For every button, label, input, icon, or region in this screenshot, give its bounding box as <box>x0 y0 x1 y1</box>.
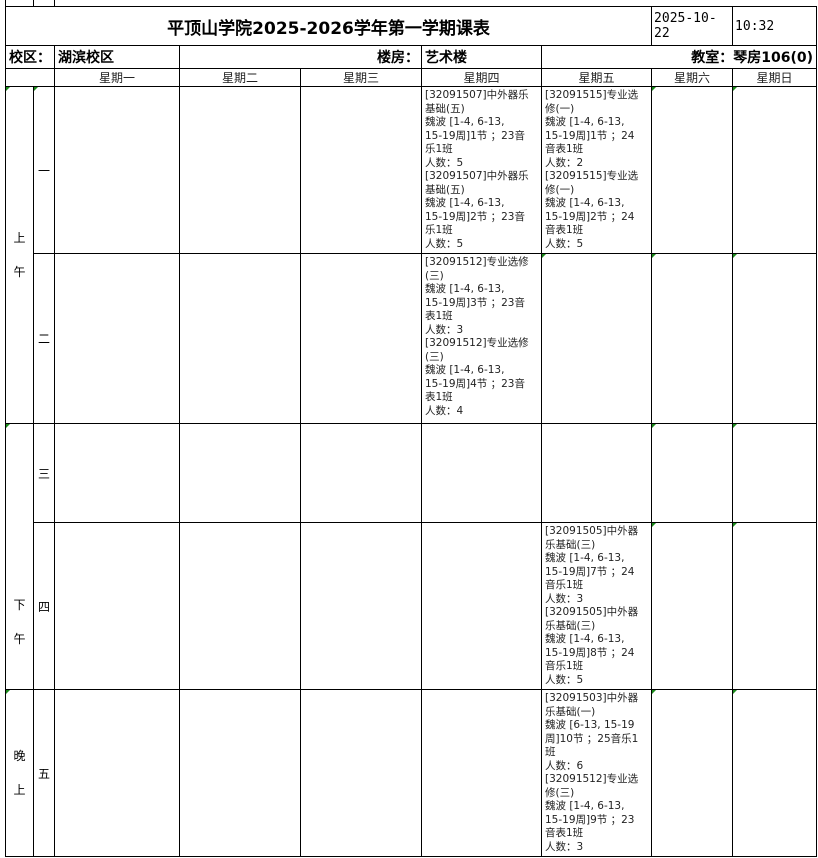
cell-p2-mon <box>54 253 180 424</box>
cell-p4-thu <box>421 522 542 690</box>
cell-p1-thu[interactable]: [32091507]中外器乐 基础(五) 魏波 [1-4, 6-13, 15-1… <box>421 86 542 254</box>
session-char: 下 <box>13 597 26 612</box>
cell-p1-fri[interactable]: [32091515]专业选 修(一) 魏波 [1-4, 6-13, 15-19周… <box>540 86 653 254</box>
day-header-sun: 星期日 <box>732 68 818 87</box>
cell-p2-fri <box>540 253 653 424</box>
period-5: 五 <box>33 689 55 857</box>
cell-p2-tue <box>179 253 301 424</box>
cell-p3-tue <box>179 423 301 523</box>
top-stub <box>0 0 818 6</box>
cell-p3-fri <box>540 423 653 523</box>
cell-p5-mon <box>54 689 180 857</box>
cell-p3-sun <box>732 423 818 523</box>
cell-p3-wed <box>300 423 422 523</box>
session-afternoon: 下午 <box>5 423 34 690</box>
cell-p5-sun <box>732 689 818 857</box>
cell-p3-thu <box>421 423 542 523</box>
cell-p5-sat <box>651 689 734 857</box>
session-char: 上 <box>13 231 26 245</box>
session-char: 午 <box>13 265 26 279</box>
day-header-tue: 星期二 <box>179 68 301 87</box>
cell-p2-sat <box>651 253 734 424</box>
day-header-thu: 星期四 <box>421 68 542 87</box>
session-char: 午 <box>13 631 26 646</box>
cell-p1-sun <box>732 86 818 254</box>
cell-p5-thu <box>421 689 542 857</box>
day-header-mon: 星期一 <box>54 68 180 87</box>
session-morning: 上午 <box>5 86 34 424</box>
cell-p4-tue <box>179 522 301 690</box>
schedule-table: 平顶山学院2025-2026学年第一学期课表 2025-10-22 10:32 … <box>4 6 818 857</box>
cell-p2-wed <box>300 253 422 424</box>
cell-p4-sun <box>732 522 818 690</box>
day-header-wed: 星期三 <box>300 68 422 87</box>
cell-p5-fri[interactable]: [32091503]中外器 乐基础(一) 魏波 [6-13, 15-19 周]1… <box>540 689 653 857</box>
room-label: 教室：琴房106(0) <box>540 45 818 69</box>
cell-p2-thu[interactable]: [32091512]专业选修 (三) 魏波 [1-4, 6-13, 15-19周… <box>421 253 542 424</box>
cell-p1-sat <box>651 86 734 254</box>
cell-p3-mon <box>54 423 180 523</box>
campus-value: 湖滨校区 <box>54 45 180 69</box>
print-time: 10:32 <box>732 6 818 46</box>
cell-p1-tue <box>179 86 301 254</box>
session-char: 晚 <box>13 749 26 763</box>
period-3: 三 <box>33 423 55 523</box>
cell-p5-tue <box>179 689 301 857</box>
cell-p2-sun <box>732 253 818 424</box>
period-1: 一 <box>33 86 55 254</box>
cell-p3-sat <box>651 423 734 523</box>
session-evening: 晚上 <box>5 689 34 857</box>
print-date: 2025-10-22 <box>651 6 734 46</box>
building-spacer <box>179 45 301 69</box>
cell-p4-fri[interactable]: [32091505]中外器 乐基础(三) 魏波 [1-4, 6-13, 15-1… <box>540 522 653 690</box>
cell-p1-mon <box>54 86 180 254</box>
cell-p4-mon <box>54 522 180 690</box>
session-char: 上 <box>13 783 26 797</box>
period-4: 四 <box>33 522 55 690</box>
building-label: 楼房： <box>300 45 422 69</box>
day-header-fri: 星期五 <box>540 68 653 87</box>
campus-label: 校区： <box>5 45 55 69</box>
cell-p4-wed <box>300 522 422 690</box>
corner-cell <box>5 68 55 87</box>
day-header-sat: 星期六 <box>651 68 734 87</box>
cell-p4-sat <box>651 522 734 690</box>
cell-p5-wed <box>300 689 422 857</box>
building-value: 艺术楼 <box>421 45 542 69</box>
period-2: 二 <box>33 253 55 424</box>
cell-p1-wed <box>300 86 422 254</box>
page-title: 平顶山学院2025-2026学年第一学期课表 <box>4 6 653 46</box>
